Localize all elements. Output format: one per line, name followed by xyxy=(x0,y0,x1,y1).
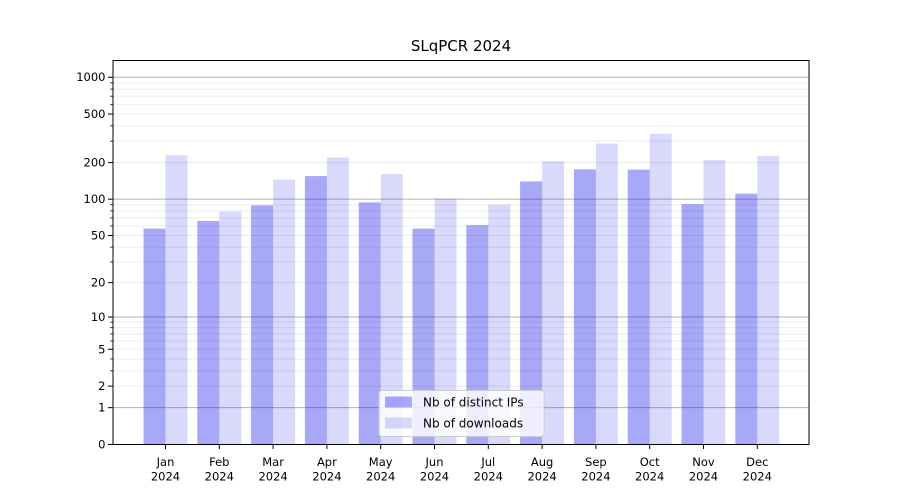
x-tick-label-month: Dec xyxy=(746,455,768,469)
x-tick-label-month: Oct xyxy=(640,455,660,469)
bar-downloads-jul xyxy=(488,204,511,445)
x-tick-label-month: Nov xyxy=(692,455,715,469)
bar-distinct-ips-mar xyxy=(251,205,274,445)
bar-distinct-ips-jul xyxy=(466,225,489,445)
x-tick-label-month: Feb xyxy=(209,455,229,469)
y-tick-label: 500 xyxy=(84,107,106,121)
bar-downloads-aug xyxy=(542,161,565,445)
bar-downloads-sep xyxy=(595,143,618,445)
x-tick-label: Apr 2024 xyxy=(312,455,341,484)
x-tick-label-year: 2024 xyxy=(689,470,718,484)
bar-downloads-feb xyxy=(219,211,242,445)
x-tick-label-year: 2024 xyxy=(366,470,395,484)
legend: Nb of distinct IPs Nb of downloads xyxy=(378,390,545,437)
x-tick-label: Mar 2024 xyxy=(258,455,287,484)
x-tick-label: Aug 2024 xyxy=(527,455,556,484)
y-tick-label: 2 xyxy=(98,379,105,393)
x-tick-label: Dec 2024 xyxy=(743,455,772,484)
x-tick-label-month: Sep xyxy=(585,455,607,469)
bar-distinct-ips-sep xyxy=(573,169,596,445)
y-tick-label: 100 xyxy=(84,192,106,206)
legend-label-downloads: Nb of downloads xyxy=(423,417,523,431)
bar-downloads-jun xyxy=(434,198,457,445)
y-tick-label: 5 xyxy=(98,342,105,356)
x-tick-label-year: 2024 xyxy=(205,470,234,484)
y-tick-label: 1000 xyxy=(76,70,105,84)
x-tick-label-year: 2024 xyxy=(151,470,180,484)
x-tick-label-year: 2024 xyxy=(527,470,556,484)
x-tick-label-month: Aug xyxy=(531,455,553,469)
x-tick-label-month: Mar xyxy=(262,455,284,469)
x-tick-label-year: 2024 xyxy=(312,470,341,484)
x-tick-label-year: 2024 xyxy=(258,470,287,484)
y-tick-label: 200 xyxy=(84,156,106,170)
bar-distinct-ips-nov xyxy=(681,204,704,445)
legend-swatch-downloads xyxy=(385,417,412,429)
bar-distinct-ips-feb xyxy=(197,220,220,445)
chart-title: SLqPCR 2024 xyxy=(411,37,511,55)
x-tick-label-year: 2024 xyxy=(420,470,449,484)
x-tick-label: Jun 2024 xyxy=(420,455,449,484)
x-tick-label-month: Jul xyxy=(480,455,495,469)
bar-distinct-ips-oct xyxy=(627,169,650,445)
x-tick-label: Jan 2024 xyxy=(151,455,180,484)
bar-downloads-nov xyxy=(703,160,726,445)
bar-downloads-may xyxy=(380,174,403,445)
y-tick-label: 20 xyxy=(91,276,106,290)
x-tick-label-year: 2024 xyxy=(635,470,664,484)
legend-swatch-distinct-ips xyxy=(385,396,412,408)
bar-downloads-oct xyxy=(649,133,672,445)
legend-box xyxy=(378,390,545,437)
x-tick-label-month: Jun xyxy=(425,455,444,469)
x-tick-label: Nov 2024 xyxy=(689,455,718,484)
x-tick-label-year: 2024 xyxy=(581,470,610,484)
bar-downloads-dec xyxy=(757,155,780,445)
plot-border xyxy=(112,60,810,445)
bar-downloads-mar xyxy=(273,179,296,445)
bar-distinct-ips-dec xyxy=(735,193,758,445)
bar-distinct-ips-jan xyxy=(143,228,166,445)
x-tick-label: Oct 2024 xyxy=(635,455,664,484)
y-tick-label: 10 xyxy=(91,310,106,324)
x-tick-label-year: 2024 xyxy=(743,470,772,484)
x-tick-label: Jul 2024 xyxy=(474,455,503,484)
x-tick-label: Feb 2024 xyxy=(205,455,234,484)
legend-label-distinct-ips: Nb of distinct IPs xyxy=(423,396,524,410)
y-tick-label: 1 xyxy=(98,401,105,415)
bar-distinct-ips-aug xyxy=(520,181,543,445)
x-tick-label: Sep 2024 xyxy=(581,455,610,484)
x-tick-label-month: May xyxy=(369,455,393,469)
bar-downloads-apr xyxy=(326,157,349,445)
x-tick-label-month: Jan xyxy=(156,455,175,469)
bar-distinct-ips-may xyxy=(358,202,381,445)
x-tick-label-month: Apr xyxy=(317,455,337,469)
x-tick-label: May 2024 xyxy=(366,455,395,484)
x-tick-label-year: 2024 xyxy=(474,470,503,484)
legend-chrome xyxy=(378,390,545,437)
y-tick-label: 0 xyxy=(98,438,105,452)
bar-distinct-ips-apr xyxy=(304,176,327,445)
y-tick-label: 50 xyxy=(91,228,106,242)
bar-downloads-jan xyxy=(165,155,188,445)
